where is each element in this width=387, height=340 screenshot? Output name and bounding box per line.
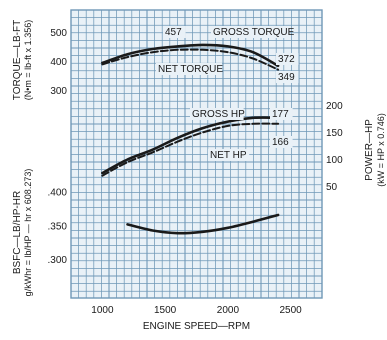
torque-peak-value: 457 [165, 27, 182, 38]
bsfc-series-bsfc [126, 213, 280, 235]
torque-axis-subtitle: (N•m = lb-ft x 1.356) [23, 20, 33, 100]
net-torque-end-value-background [276, 71, 299, 83]
torque-peak-value-background [163, 26, 186, 38]
x-tick-label: 1000 [91, 305, 114, 316]
net-hp-value-background [270, 136, 293, 148]
bsfc-y-tick-label: .350 [48, 221, 68, 232]
torque-y-tick-label: 400 [50, 57, 67, 68]
power-y-tick-label: 50 [326, 182, 338, 193]
torque-axis-title: TORQUE—LB-FT [12, 20, 23, 100]
gross-hp-label-background [190, 108, 244, 120]
power-series-gross-hp [101, 116, 280, 175]
bsfc-axis-title: BSFC—LB/HP-HR [12, 191, 23, 274]
gross-hp-value: 177 [272, 109, 289, 120]
bsfc-y-tick-label: .400 [48, 188, 68, 199]
power-y-tick-label: 100 [326, 155, 343, 166]
torque-series-gross-torque [101, 43, 280, 68]
net-torque-label-background [156, 63, 222, 75]
torque-y-tick-label: 500 [50, 28, 67, 39]
bsfc-axis-subtitle: g/kWhr = lb/HP — hr x 608.273) [23, 169, 33, 297]
gross-hp-label: GROSS HP [192, 109, 245, 120]
net-torque-end-value: 349 [278, 72, 295, 83]
torque-series-net-torque [101, 48, 280, 71]
bsfc-y-tick-label: .300 [48, 255, 68, 266]
net-hp-value: 166 [272, 137, 289, 148]
gross-torque-label: GROSS TORQUE [213, 27, 295, 38]
net-hp-label: NET HP [210, 150, 247, 161]
net-torque-label: NET TORQUE [158, 64, 223, 75]
net-hp-label-background [208, 149, 250, 161]
power-axis-title: POWER—HP [364, 119, 375, 181]
power-y-tick-label: 200 [326, 101, 343, 112]
x-tick-label: 2500 [279, 305, 302, 316]
gross-torque-label-background [211, 26, 290, 38]
x-axis-title: ENGINE SPEED—RPM [143, 321, 250, 332]
x-tick-label: 2000 [217, 305, 240, 316]
gross-torque-end-value: 372 [278, 54, 295, 65]
power-y-tick-label: 150 [326, 128, 343, 139]
x-tick-label: 1500 [154, 305, 177, 316]
gross-hp-value-background [270, 108, 293, 120]
labels: 1000 1500 2000 2500 ENGINE SPEED—RPM 500 400 30… [12, 20, 386, 332]
gross-torque-end-value-background [276, 53, 299, 65]
power-axis-subtitle: (kW = HP x 0.746) [376, 113, 386, 187]
power-series-net-hp [101, 122, 280, 177]
curves [101, 43, 280, 235]
torque-y-tick-label: 300 [50, 86, 67, 97]
